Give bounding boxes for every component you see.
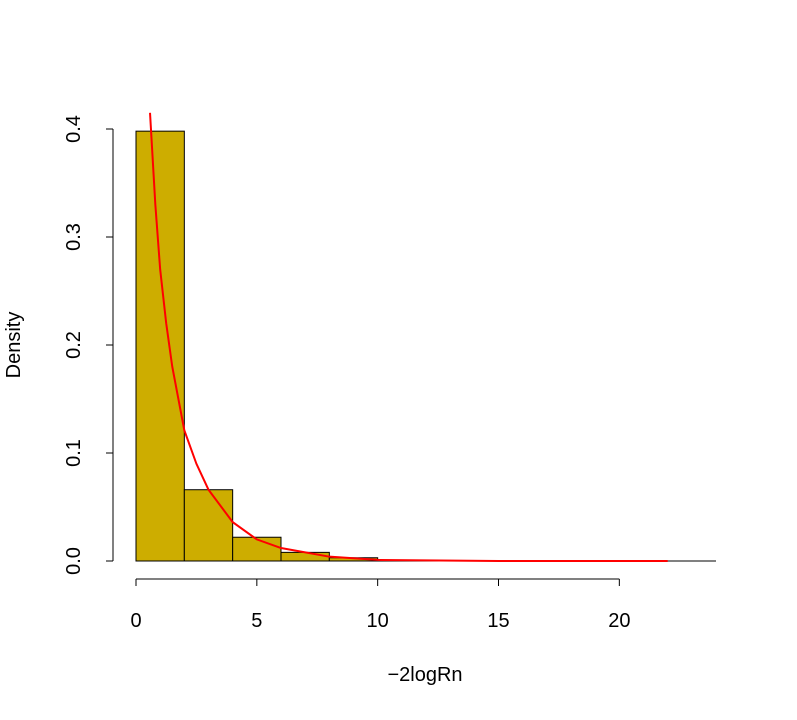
y-tick-label: 0.1 bbox=[63, 439, 85, 467]
bar bbox=[183, 489, 234, 562]
y-tick-label: 0.0 bbox=[63, 547, 85, 575]
x-axis-label: −2logRn bbox=[387, 664, 462, 686]
bar bbox=[232, 536, 282, 562]
y-axis-label: Density bbox=[3, 312, 25, 379]
x-tick-label: 20 bbox=[608, 610, 630, 632]
bar bbox=[135, 130, 185, 562]
bar bbox=[280, 551, 330, 562]
x-tick-label: 10 bbox=[367, 610, 389, 632]
y-tick-label: 0.2 bbox=[63, 331, 85, 359]
x-tick-label: 15 bbox=[487, 610, 509, 632]
y-tick-label: 0.4 bbox=[63, 115, 85, 143]
y-tick-label: 0.3 bbox=[63, 223, 85, 251]
x-tick-label: 5 bbox=[251, 610, 262, 632]
density-curve bbox=[149, 112, 668, 562]
x-tick-label: 0 bbox=[130, 610, 141, 632]
